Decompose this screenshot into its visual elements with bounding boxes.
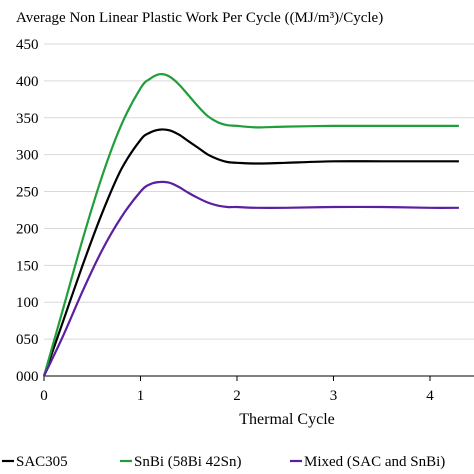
x-tick-label: 2 — [233, 388, 241, 404]
y-tick-label: 350 — [16, 111, 39, 127]
y-tick-label: 400 — [16, 74, 39, 90]
chart-title: Average Non Linear Plastic Work Per Cycl… — [16, 10, 383, 26]
axes — [43, 375, 474, 381]
legend-label: SAC305 — [16, 454, 68, 470]
y-tick-label: 000 — [16, 369, 39, 385]
y-tick-label: 150 — [16, 258, 39, 274]
y-tick-label: 250 — [16, 185, 39, 201]
x-axis-title: Thermal Cycle — [239, 411, 335, 428]
y-tick-label: 200 — [16, 221, 39, 237]
legend-label: Mixed (SAC and SnBi) — [304, 454, 445, 470]
x-tick-label: 1 — [137, 388, 145, 404]
series-line-2 — [42, 73, 459, 377]
x-tick-label: 4 — [426, 388, 434, 404]
series-lines — [42, 73, 459, 377]
y-tick-labels: 000 050 100 150 200 250 300 350 400 450 — [16, 37, 39, 385]
series-line-3 — [43, 180, 459, 377]
x-tick-label: 0 — [40, 388, 48, 404]
x-tick-labels: 0 1 2 3 4 — [40, 388, 434, 404]
y-tick-label: 300 — [16, 148, 39, 164]
legend-label: SnBi (58Bi 42Sn) — [134, 454, 242, 470]
x-tick-label: 3 — [330, 388, 338, 404]
legend: SAC305 SnBi (58Bi 42Sn) Mixed (SAC and SnB… — [2, 454, 445, 470]
grid-lines — [44, 43, 474, 340]
y-tick-label: 050 — [16, 332, 39, 348]
series-line-1 — [42, 128, 459, 377]
y-tick-label: 450 — [16, 37, 39, 53]
y-tick-label: 100 — [16, 295, 39, 311]
